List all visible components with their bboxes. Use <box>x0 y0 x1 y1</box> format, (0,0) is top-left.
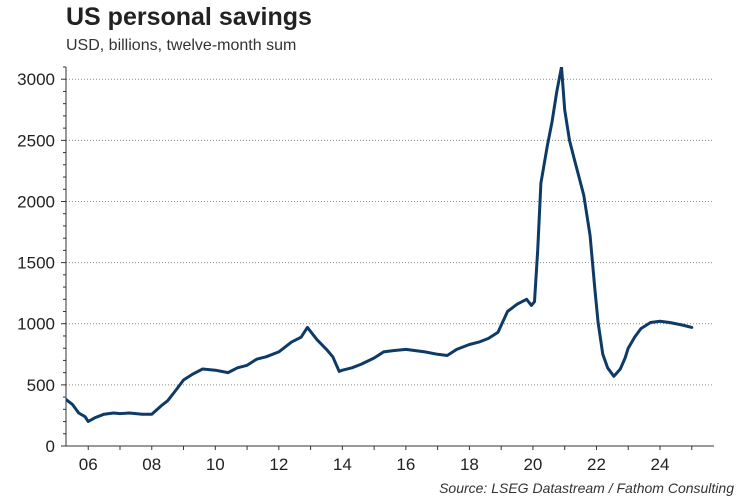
x-tick-label: 20 <box>523 455 542 474</box>
x-tick-label: 12 <box>269 455 288 474</box>
chart-title: US personal savings <box>66 3 312 31</box>
y-tick-label: 2500 <box>17 131 55 150</box>
x-tick-label: 10 <box>206 455 225 474</box>
x-tick-label: 16 <box>396 455 415 474</box>
y-tick-label: 500 <box>27 376 55 395</box>
x-tick-label: 08 <box>142 455 161 474</box>
y-tick-label: 3000 <box>17 70 55 89</box>
y-tick-label: 1500 <box>17 254 55 273</box>
y-tick-label: 1000 <box>17 315 55 334</box>
x-tick-label: 18 <box>460 455 479 474</box>
x-tick-label: 06 <box>79 455 98 474</box>
y-tick-label: 0 <box>46 437 55 456</box>
chart-subtitle: USD, billions, twelve-month sum <box>66 37 297 54</box>
x-tick-label: 14 <box>333 455 352 474</box>
x-tick-label: 22 <box>587 455 606 474</box>
source-note: Source: LSEG Datastream / Fathom Consult… <box>439 480 734 496</box>
x-tick-label: 24 <box>651 455 670 474</box>
y-tick-label: 2000 <box>17 192 55 211</box>
savings-series-line <box>66 67 694 423</box>
